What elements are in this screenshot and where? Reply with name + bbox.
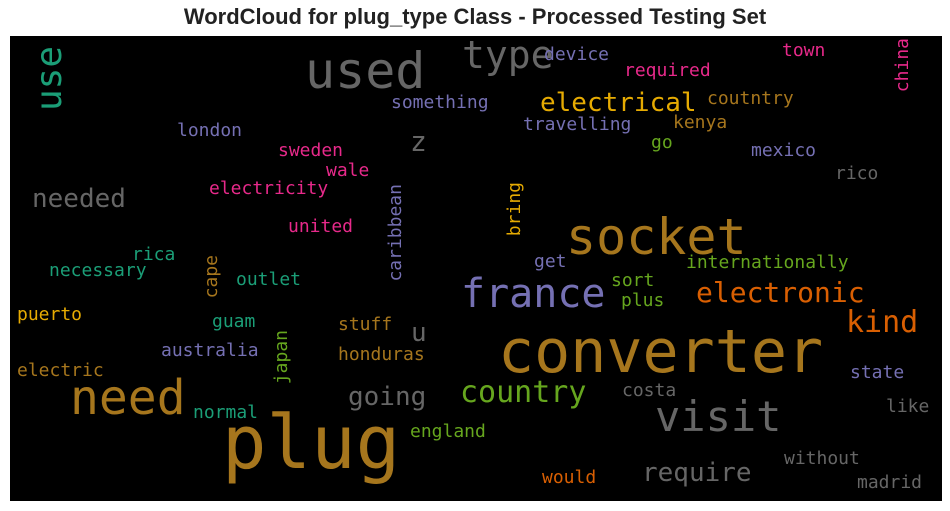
word-u: u — [411, 318, 427, 348]
word-france: france — [461, 271, 606, 317]
word-mexico: mexico — [751, 140, 817, 161]
word-kind: kind — [846, 305, 919, 340]
word-sort: sort — [611, 270, 655, 291]
word-plus: plus — [621, 290, 665, 311]
word-puerto: puerto — [17, 304, 83, 325]
word-outlet: outlet — [236, 269, 302, 290]
word-electronic: electronic — [696, 276, 865, 309]
word-necessary: necessary — [49, 260, 147, 281]
word-something: something — [391, 92, 489, 113]
word-china: china — [892, 38, 913, 93]
word-wale: wale — [326, 160, 370, 181]
word-japan: japan — [271, 330, 292, 385]
figure-title: WordCloud for plug_type Class - Processe… — [183, 4, 767, 29]
word-electricity: electricity — [209, 178, 329, 199]
word-rico: rico — [835, 163, 879, 184]
word-town: town — [782, 40, 826, 61]
word-without: without — [784, 448, 860, 469]
word-plug: plug — [222, 400, 401, 486]
word-travelling: travelling — [523, 114, 632, 135]
word-bring: bring — [504, 182, 525, 237]
word-normal: normal — [193, 402, 259, 423]
word-coutntry: coutntry — [707, 88, 794, 109]
word-cape: cape — [201, 255, 222, 299]
word-country: country — [460, 375, 587, 410]
word-needed: needed — [32, 184, 126, 214]
word-cloud-canvas: plug converter socket used need france v… — [10, 36, 942, 501]
word-state: state — [850, 362, 905, 383]
word-london: london — [177, 120, 243, 141]
word-going: going — [348, 382, 427, 412]
word-electric: electric — [17, 360, 104, 381]
word-honduras: honduras — [338, 344, 425, 365]
word-madrid: madrid — [857, 472, 923, 493]
word-require: require — [642, 458, 752, 488]
word-required: required — [624, 60, 711, 81]
word-kenya: kenya — [673, 112, 728, 133]
word-device: device — [544, 44, 610, 65]
word-like: like — [886, 396, 930, 417]
word-australia: australia — [161, 340, 259, 361]
word-need: need — [70, 370, 186, 426]
word-would: would — [542, 467, 597, 488]
word-z: z — [410, 125, 427, 158]
word-united: united — [288, 216, 354, 237]
word-get: get — [534, 251, 567, 272]
word-guam: guam — [212, 311, 256, 332]
word-converter: converter — [498, 317, 824, 387]
word-type: type — [462, 36, 554, 77]
word-rica: rica — [132, 244, 176, 265]
word-stuff: stuff — [338, 314, 393, 335]
word-electrical: electrical — [540, 88, 697, 118]
word-internationally: internationally — [686, 252, 849, 273]
word-go: go — [651, 132, 673, 153]
word-use: use — [29, 46, 70, 112]
word-caribbean: caribbean — [385, 184, 406, 282]
word-visit: visit — [655, 392, 782, 441]
word-sweden: sweden — [278, 140, 344, 161]
word-england: england — [410, 421, 486, 442]
word-used: used — [305, 42, 426, 100]
word-socket: socket — [566, 208, 747, 266]
word-costa: costa — [622, 380, 677, 401]
